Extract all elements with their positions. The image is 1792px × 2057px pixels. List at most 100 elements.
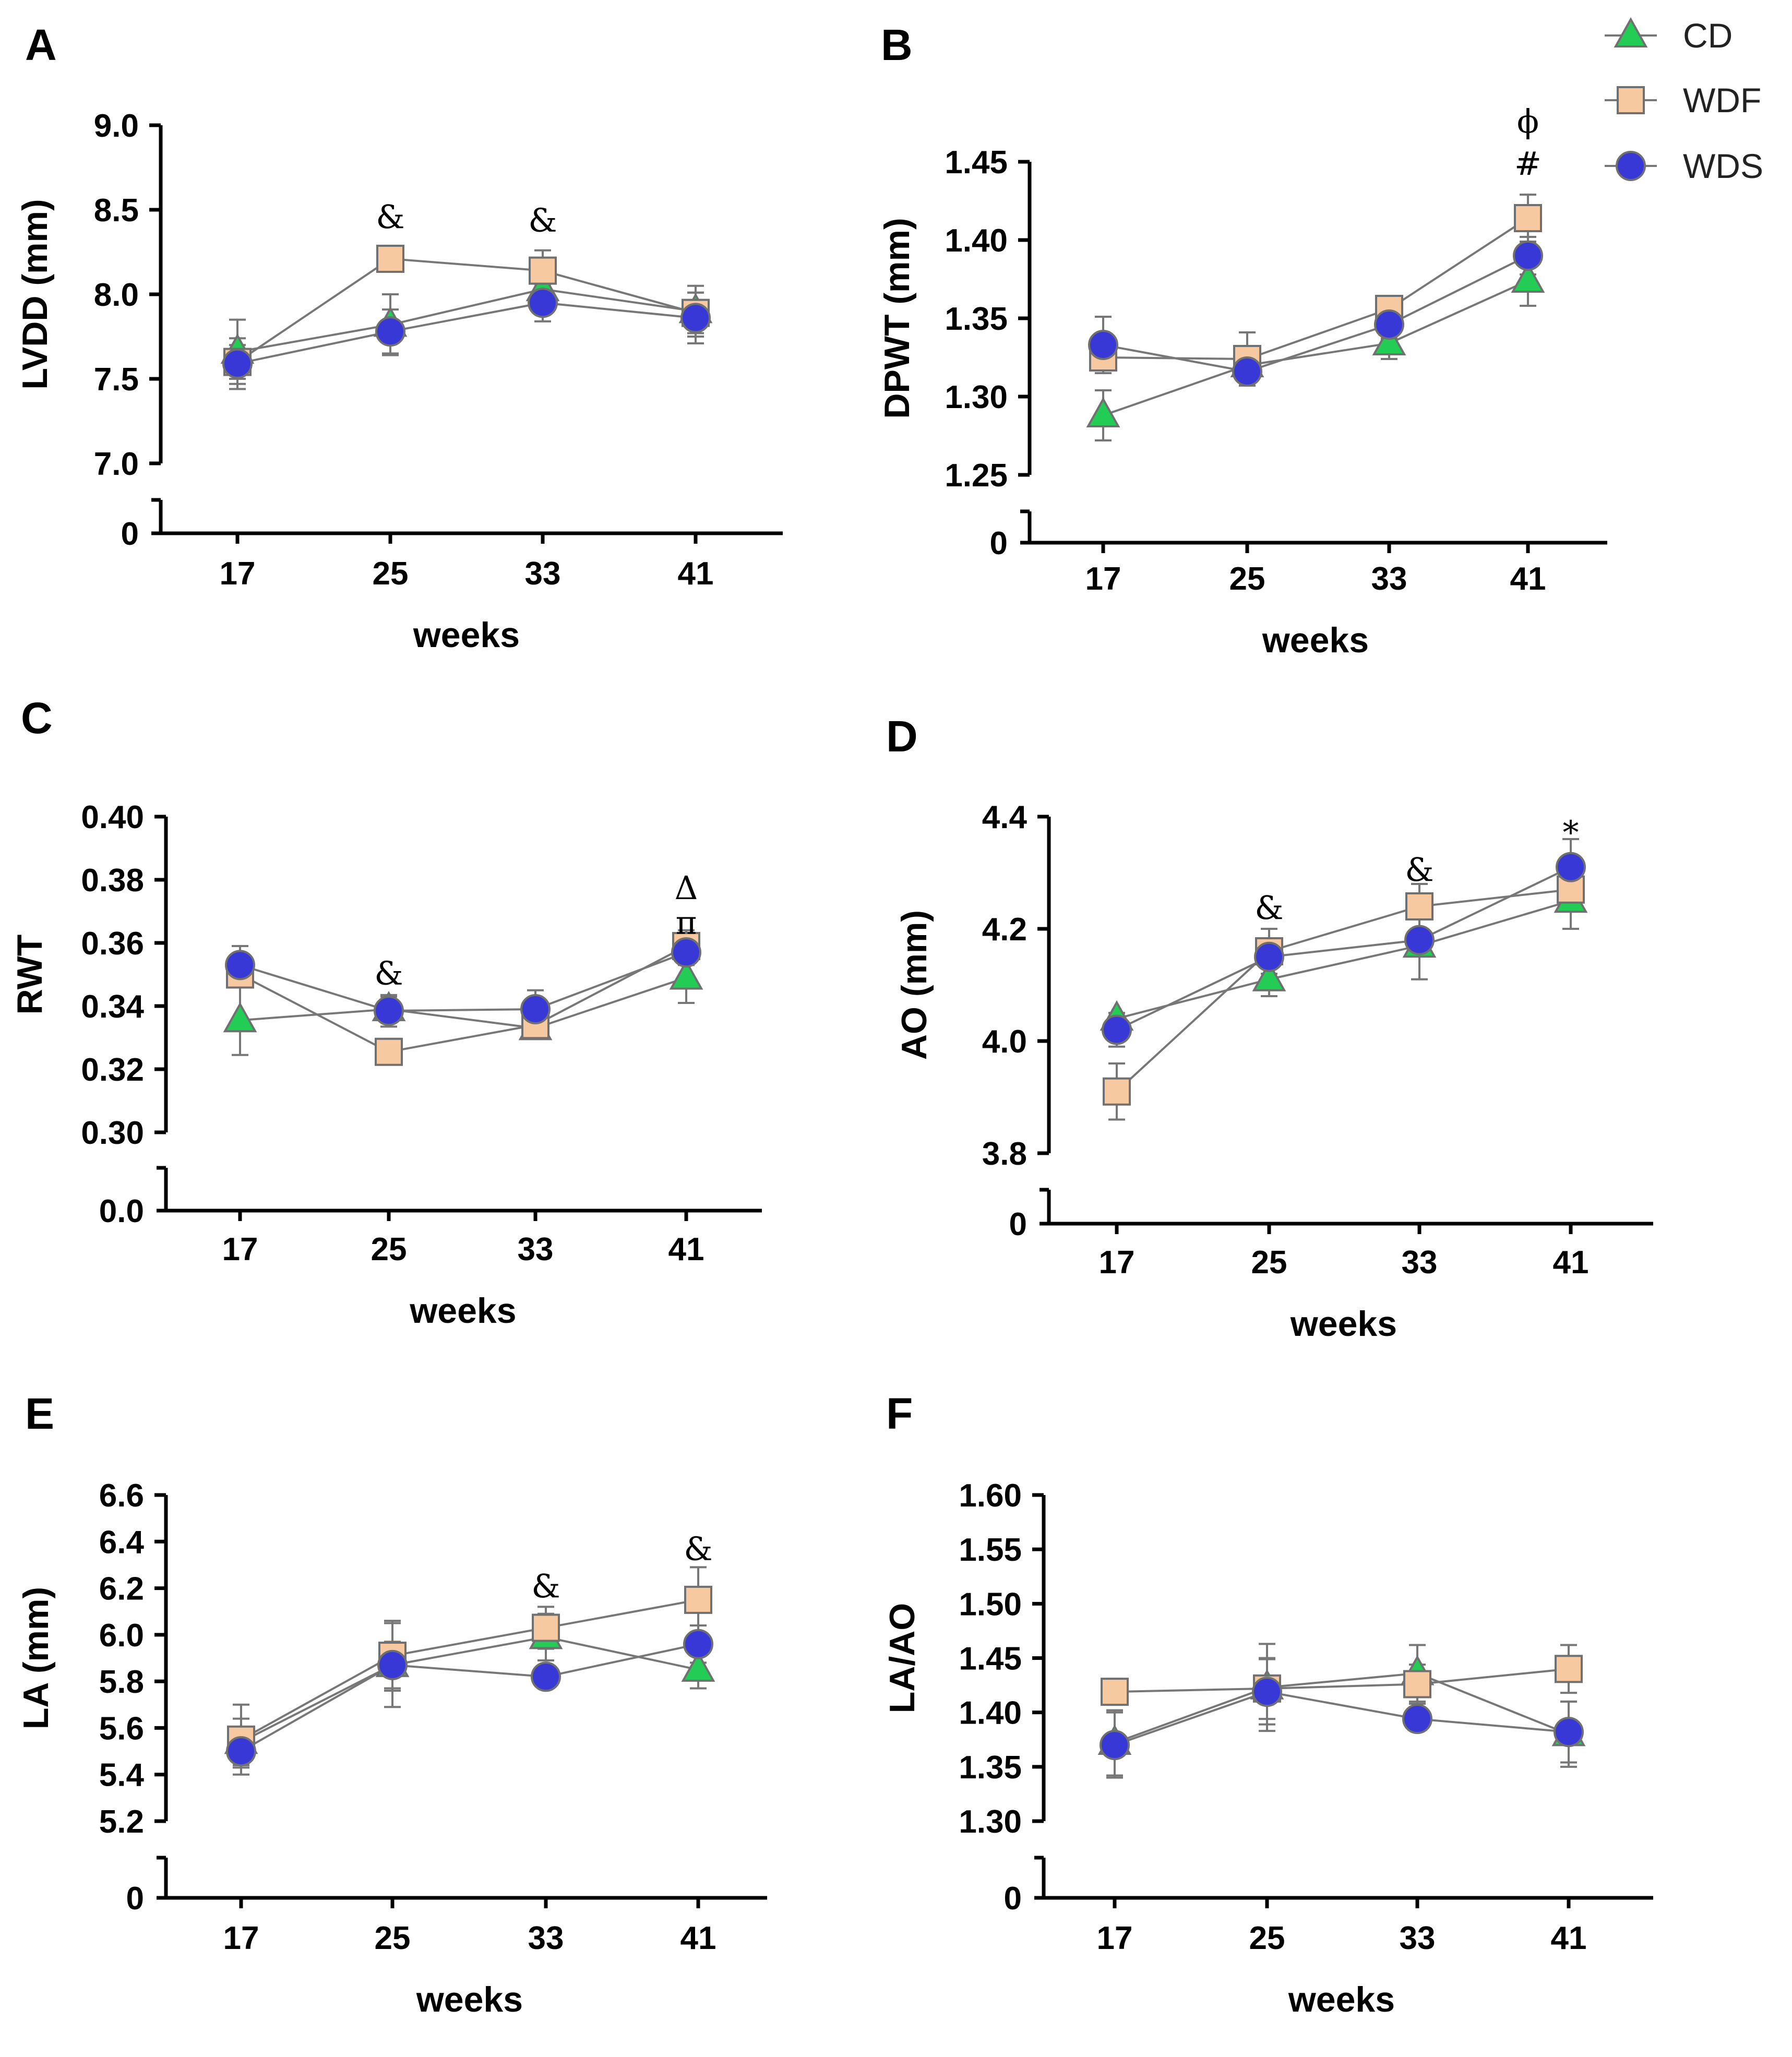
point-wdf-41 (684, 1585, 712, 1614)
significance-mark: & (374, 954, 403, 992)
point-wds-41 (1513, 241, 1543, 271)
series-wdf-line (229, 247, 704, 380)
x-tick-label: 17 (222, 1231, 258, 1267)
y-tick-label: 7.0 (94, 446, 139, 482)
point-wds-41 (680, 303, 711, 333)
y-tick-label: 3.8 (982, 1136, 1027, 1172)
series-line-wds (1114, 1691, 1569, 1747)
point-wdf-41 (1514, 204, 1542, 232)
significance-mark: & (1405, 851, 1433, 889)
panel-letter: E (25, 1389, 54, 1438)
y-tick-label: 0.36 (81, 926, 144, 962)
x-tick-label: 33 (528, 1920, 564, 1956)
y-tick-label: 0.34 (81, 989, 144, 1025)
x-tick-label: 41 (1510, 561, 1546, 597)
panel-letter: A (25, 20, 57, 69)
point-wds-33 (1374, 309, 1404, 340)
x-axis-title: weeks (416, 1980, 523, 2019)
series-cd-line (1106, 1643, 1577, 1777)
y-axis-title: AO (mm) (894, 910, 934, 1060)
significance-mark: & (376, 198, 404, 236)
y-tick-label: 1.35 (945, 301, 1008, 337)
legend-marker-wdf (1617, 86, 1645, 114)
panel-a: A 7.0 7.5 8.0 8.5 9.0 0 17 25 33 41 weeks LVDD (mm) &… (15, 20, 783, 655)
series-cd-points (1086, 262, 1545, 427)
x-axis-title: weeks (1288, 1980, 1395, 2019)
point-wds-33 (1404, 925, 1435, 955)
y-tick-label: 8.5 (94, 193, 139, 229)
y-tick-label: 6.6 (99, 1478, 144, 1514)
series-wdf-points (1089, 204, 1542, 373)
x-tick-label: 41 (1553, 1245, 1589, 1281)
point-wds-25 (1254, 941, 1284, 972)
y-break-label: 0 (1009, 1206, 1027, 1242)
x-tick-label: 17 (223, 1920, 259, 1956)
x-tick-label: 17 (1085, 561, 1121, 597)
point-wds-17 (1102, 1014, 1132, 1045)
y-break-label: 0 (990, 525, 1008, 561)
x-tick-label: 25 (1251, 1245, 1287, 1281)
y-tick-label: 0.38 (81, 863, 144, 899)
series-wds-points (1088, 241, 1543, 387)
y-tick-label: 1.30 (945, 379, 1008, 415)
y-break-label: 0.0 (99, 1193, 144, 1229)
point-wds-25 (374, 996, 404, 1026)
y-tick-label: 5.2 (99, 1804, 144, 1840)
point-wdf-17 (1103, 1077, 1131, 1106)
y-tick-label: 4.2 (982, 912, 1027, 948)
x-tick-label: 41 (678, 556, 714, 592)
y-tick-label: 1.50 (959, 1586, 1022, 1622)
point-wdf-17 (1101, 1678, 1129, 1706)
y-tick-label: 6.2 (99, 1571, 144, 1607)
panel-letter: F (886, 1389, 913, 1438)
legend-item-wdf: WDF (1605, 81, 1761, 119)
y-tick-label: 5.6 (99, 1711, 144, 1747)
chart-panels: A 7.0 7.5 8.0 8.5 9.0 0 17 25 33 41 weeks LVDD (mm) &… (10, 20, 1653, 2019)
point-wdf-33 (532, 1613, 560, 1642)
point-wds-41 (1556, 852, 1586, 882)
x-tick-label: 33 (525, 556, 561, 592)
series-line-cd (1103, 280, 1528, 416)
x-tick-label: 25 (375, 1920, 411, 1956)
y-tick-label: 8.0 (94, 277, 139, 313)
series-line-cd (1114, 1672, 1569, 1744)
series-wdf-line (1095, 194, 1536, 387)
series-line-wds (240, 951, 687, 1012)
series-wds-points (1102, 852, 1586, 1045)
series-line-cd (241, 1636, 699, 1743)
panel-letter: B (881, 20, 913, 69)
x-tick-label: 41 (668, 1231, 704, 1267)
series-wds-line (229, 283, 704, 390)
point-wds-33 (531, 1661, 561, 1692)
point-wds-25 (375, 316, 405, 347)
legend-marker-cd (1614, 17, 1648, 47)
point-wdf-25 (376, 244, 404, 273)
y-tick-label: 0.32 (81, 1052, 144, 1088)
series-wds-line (1106, 1658, 1577, 1779)
y-tick-label: 1.45 (945, 145, 1008, 181)
y-tick-label: 1.30 (959, 1804, 1022, 1840)
legend-item-cd: CD (1605, 16, 1733, 55)
y-axis-title: LA (mm) (16, 1587, 56, 1729)
point-wds-17 (222, 348, 253, 379)
y-axis-title: RWT (10, 935, 50, 1015)
x-tick-label: 17 (220, 556, 256, 592)
x-tick-label: 25 (371, 1231, 407, 1267)
y-break-label: 0 (121, 516, 139, 552)
x-tick-label: 17 (1097, 1920, 1133, 1956)
x-tick-label: 33 (518, 1231, 554, 1267)
series-line-wdf (236, 257, 696, 363)
series-line-cd (1116, 900, 1571, 1020)
y-tick-label: 5.4 (99, 1757, 145, 1793)
point-wds-25 (377, 1649, 408, 1680)
x-tick-label: 33 (1371, 561, 1407, 597)
y-break-label: 0 (1004, 1881, 1022, 1917)
x-tick-label: 25 (1249, 1920, 1285, 1956)
y-tick-label: 1.45 (959, 1641, 1022, 1677)
y-tick-label: 1.25 (945, 458, 1008, 494)
y-axis-title: LA/AO (882, 1603, 922, 1714)
significance-mark: & (531, 1567, 560, 1605)
series-line-wds (1103, 255, 1528, 373)
series-cd-line (229, 271, 704, 385)
